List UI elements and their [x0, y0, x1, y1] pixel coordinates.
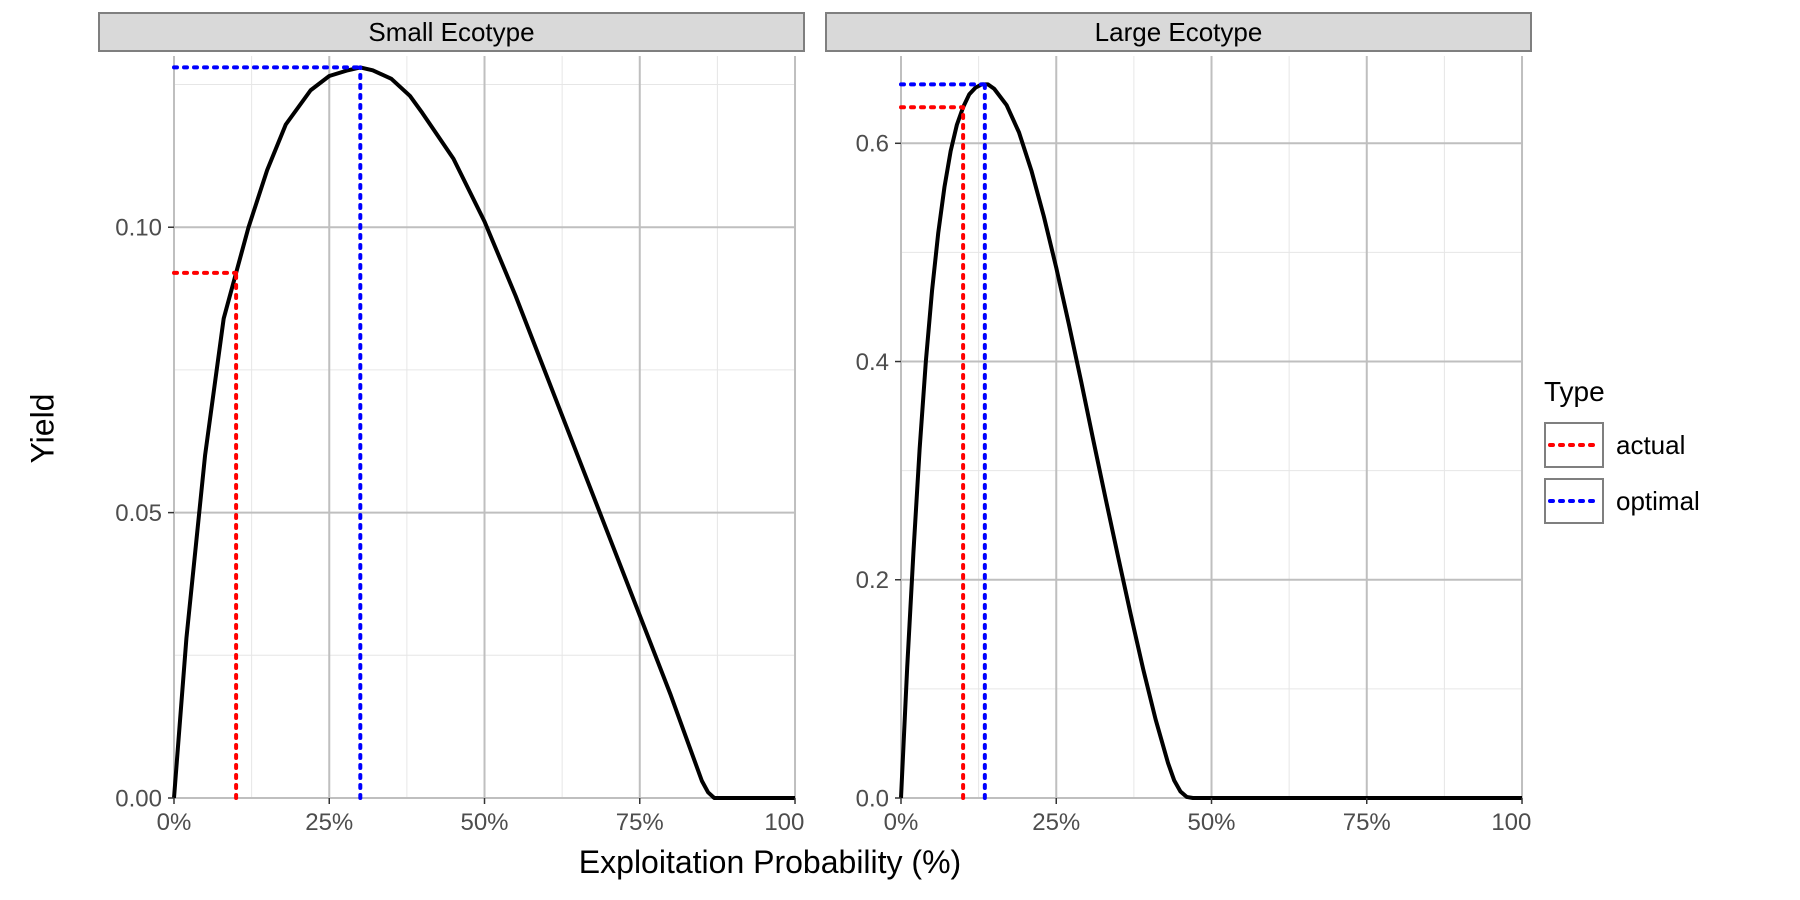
legend-key-actual [1544, 422, 1604, 468]
x-tick-label: 75% [616, 809, 664, 836]
legend-swatch-actual [1546, 424, 1602, 466]
strip-large: Large Ecotype [825, 12, 1532, 52]
panel-large-ecotype: Large Ecotype 0% 25% 50% 75% 100% 0.0 0.2 0.4 0.… [825, 12, 1532, 844]
y-tick-label: 0.0 [856, 785, 889, 812]
plots-row: Yield Small Ecotype 0%25%50%75%100%0.000… [0, 0, 1540, 844]
panel-svg-small: 0% 25% 50% 75% 100% 0.00 0.05 0.10 [98, 52, 805, 844]
x-tick-label: 50% [460, 809, 508, 836]
legend-item-actual: actual [1544, 422, 1700, 468]
x-axis-title: Exploitation Probability (%) [0, 844, 1540, 900]
y-tick-label: 0.10 [115, 215, 162, 242]
y-tick-label: 0.4 [856, 349, 889, 376]
figure-root: Yield Small Ecotype 0%25%50%75%100%0.000… [0, 0, 1800, 900]
x-tick-label: 100% [764, 809, 805, 836]
x-tick-label: 25% [1032, 809, 1080, 836]
legend-swatch-optimal [1546, 480, 1602, 522]
x-axis-label: Exploitation Probability (%) [579, 844, 961, 881]
y-tick-label: 0.00 [115, 785, 162, 812]
x-tick-label: 50% [1187, 809, 1235, 836]
legend: Type actual optimal [1544, 376, 1700, 524]
panel-small-ecotype: Small Ecotype 0% 25% 50% 75% 100% 0.00 0.05 0.1… [98, 12, 805, 844]
legend-label-optimal: optimal [1616, 486, 1700, 517]
strip-label: Large Ecotype [1095, 17, 1263, 48]
y-axis-title: Yield [8, 12, 78, 844]
strip-label: Small Ecotype [368, 17, 534, 48]
legend-label-actual: actual [1616, 430, 1685, 461]
panel-svg-large: 0% 25% 50% 75% 100% 0.0 0.2 0.4 0.6 [825, 52, 1532, 844]
x-tick-label: 0% [157, 809, 192, 836]
x-tick-label: 100% [1491, 809, 1532, 836]
strip-small: Small Ecotype [98, 12, 805, 52]
legend-key-optimal [1544, 478, 1604, 524]
y-tick-label: 0.2 [856, 567, 889, 594]
legend-column: Type actual optimal [1540, 0, 1800, 900]
y-axis-label: Yield [24, 393, 61, 463]
legend-title: Type [1544, 376, 1700, 408]
x-tick-label: 75% [1343, 809, 1391, 836]
y-tick-label: 0.6 [856, 131, 889, 158]
x-tick-label: 0% [884, 809, 919, 836]
legend-item-optimal: optimal [1544, 478, 1700, 524]
x-tick-label: 25% [305, 809, 353, 836]
plots-column: Yield Small Ecotype 0%25%50%75%100%0.000… [0, 0, 1540, 900]
y-tick-label: 0.05 [115, 500, 162, 527]
